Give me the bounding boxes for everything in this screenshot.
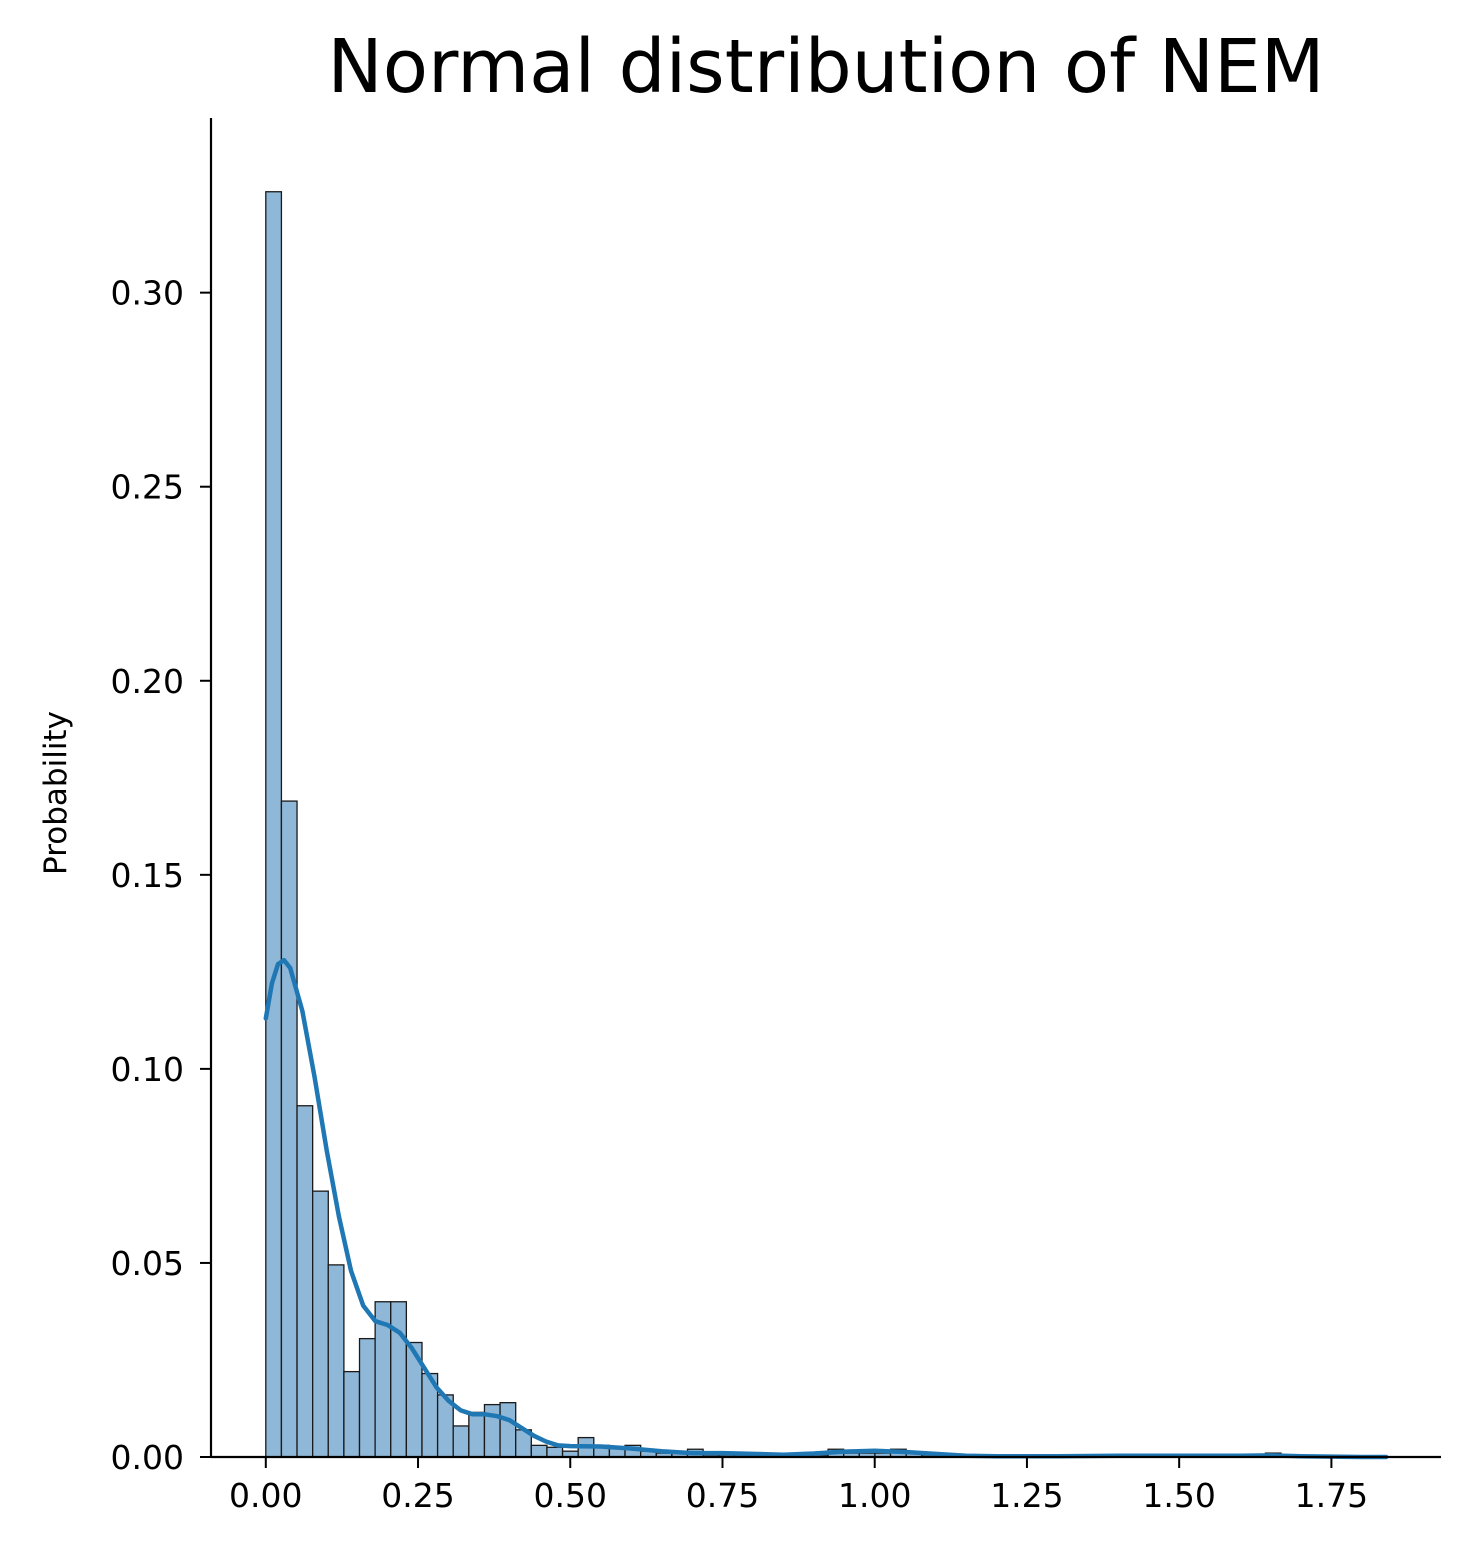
x-tick-label: 0.25 — [381, 1476, 454, 1515]
x-tick-label: 1.00 — [838, 1476, 911, 1515]
histogram-bar — [327, 1264, 345, 1458]
histogram-bar — [296, 1105, 314, 1458]
histogram-bar — [546, 1446, 564, 1458]
y-tick-label: 0.15 — [111, 856, 184, 895]
histogram-bar — [265, 191, 283, 1458]
y-tick-label: 0.05 — [111, 1244, 184, 1283]
histogram-bar — [280, 800, 298, 1458]
histogram-bar — [312, 1190, 329, 1458]
x-tick-label: 1.50 — [1142, 1476, 1215, 1515]
histogram-bar — [499, 1402, 517, 1458]
x-tick-label: 1.25 — [990, 1476, 1063, 1515]
y-tick-label: 0.30 — [111, 274, 184, 313]
histogram-bar — [468, 1411, 486, 1458]
histogram-bars — [265, 191, 1282, 1458]
chart-title: Normal distribution of NEM — [327, 24, 1324, 110]
y-tick-label: 0.00 — [111, 1438, 184, 1477]
histogram-bar — [530, 1444, 548, 1458]
histogram-bar — [452, 1425, 470, 1458]
axes: 0.00 0.25 0.50 0.75 1.00 1.25 1.50 1.75 0.00 0.05… — [111, 118, 1441, 1515]
x-tick-label: 1.75 — [1295, 1476, 1368, 1515]
y-tick-label: 0.10 — [111, 1050, 184, 1089]
y-tick-label: 0.25 — [111, 468, 184, 507]
kde-layer — [263, 957, 1389, 1460]
kde-line — [263, 957, 1389, 1460]
y-tick-label: 0.20 — [111, 662, 184, 701]
y-axis-label: Probability — [38, 711, 74, 875]
x-tick-label: 0.00 — [229, 1476, 302, 1515]
x-tick-label: 0.50 — [534, 1476, 607, 1515]
x-tick-label: 0.75 — [686, 1476, 759, 1515]
histogram-bar — [343, 1370, 361, 1458]
histogram-bar — [390, 1301, 408, 1458]
histogram-bar — [358, 1337, 376, 1458]
